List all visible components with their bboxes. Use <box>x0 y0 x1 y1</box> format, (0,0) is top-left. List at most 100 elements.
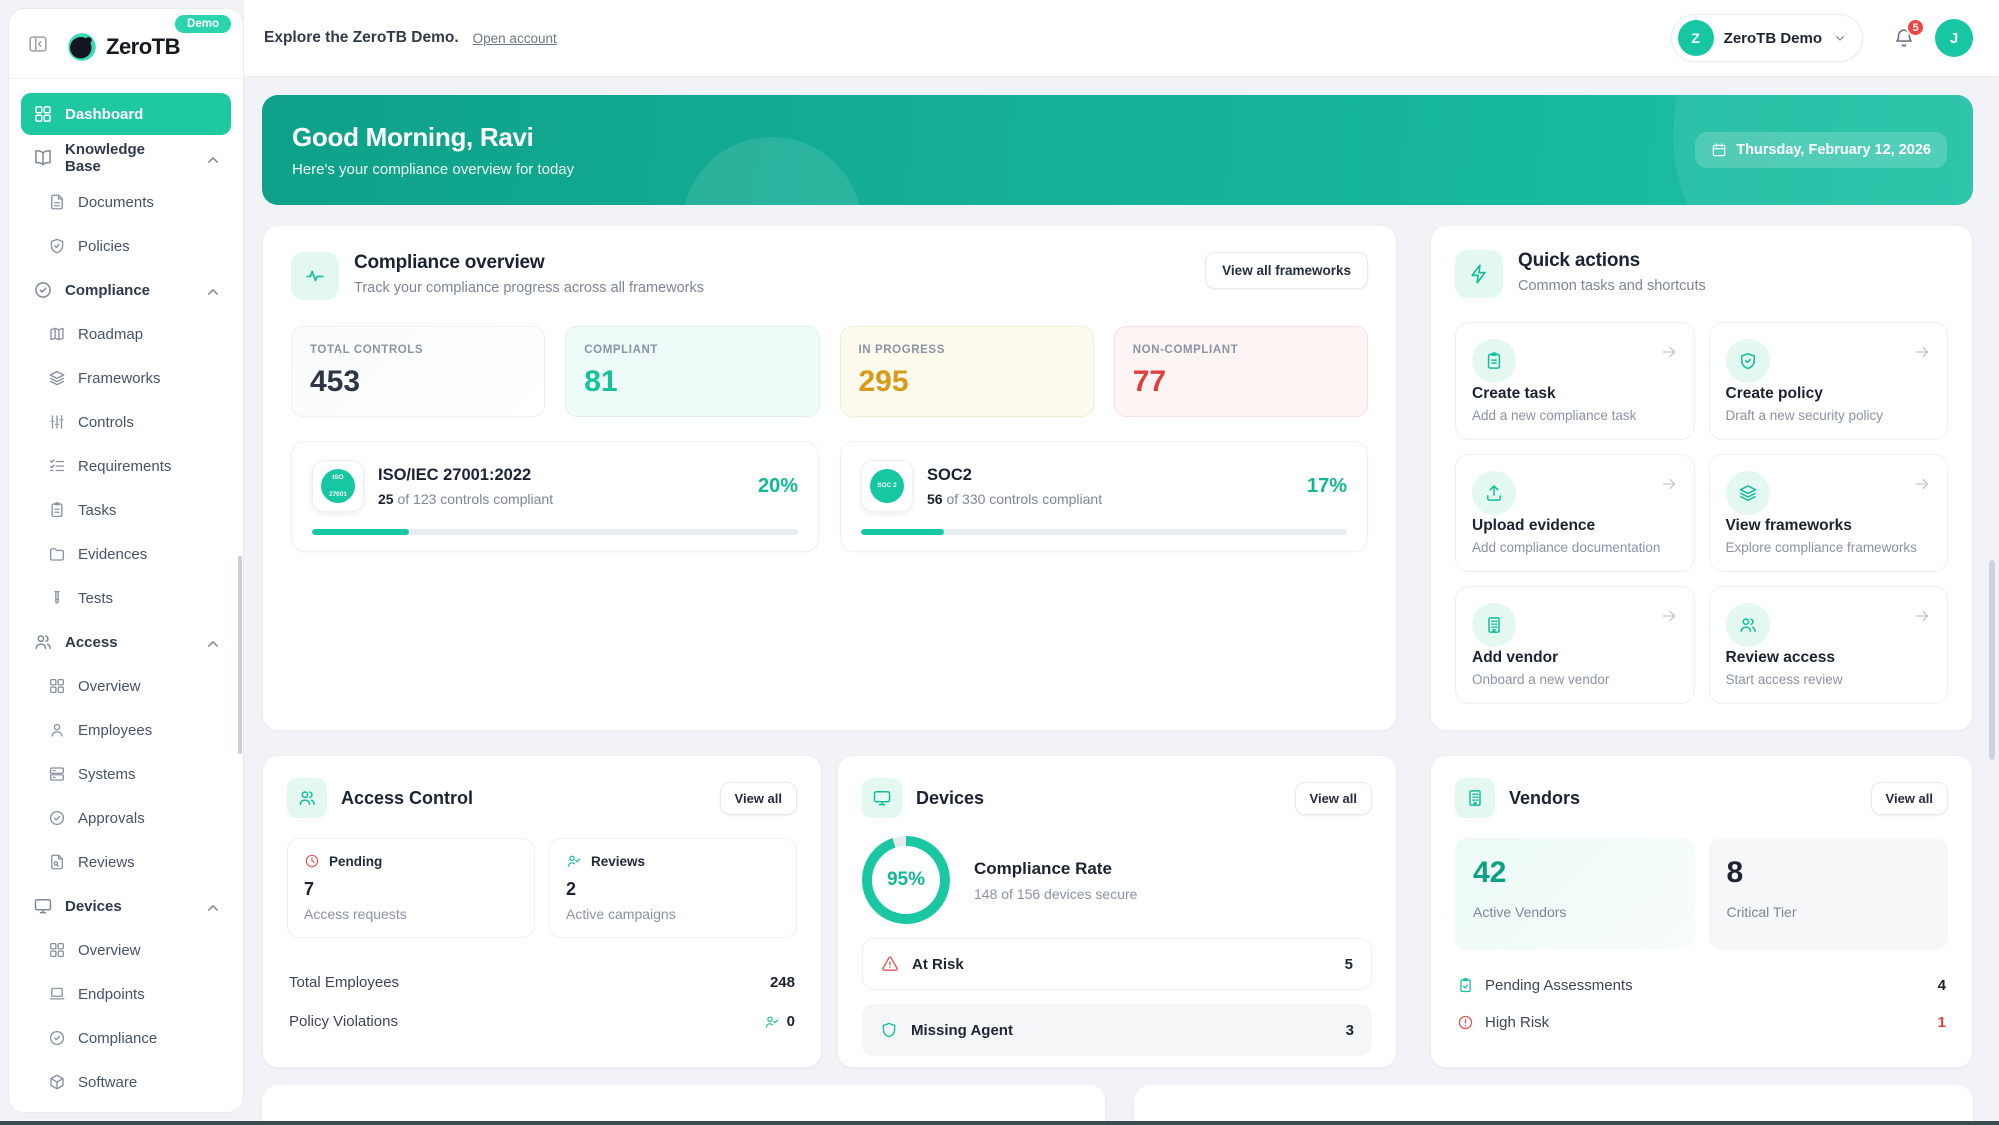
vendors-view-all-button[interactable]: View all <box>1870 781 1948 815</box>
sidebar-item-software[interactable]: Software <box>21 1061 231 1103</box>
quick-action-add-vendor[interactable]: Add vendor Onboard a new vendor <box>1455 586 1695 704</box>
stat-value: 8 <box>1726 856 1744 889</box>
sidebar-item-knowledge-base[interactable]: Knowledge Base <box>21 137 231 179</box>
sidebar-item-employees[interactable]: Employees <box>21 709 231 751</box>
book-open-icon <box>35 150 51 166</box>
sidebar-item-policies[interactable]: Policies <box>21 225 231 267</box>
sidebar-scrollbar[interactable] <box>238 556 242 754</box>
topbar-actions: Z ZeroTB Demo 5 J <box>1670 14 1973 62</box>
sidebar-item-dashboard[interactable]: Dashboard <box>21 93 231 135</box>
layers-icon <box>1739 485 1756 502</box>
sidebar-item-overview[interactable]: Overview <box>21 665 231 707</box>
access-substats: Pending 7 Access requests Reviews 2 Acti… <box>287 838 797 938</box>
user-avatar[interactable]: J <box>1935 19 1973 57</box>
quick-action-label: Upload evidence <box>1472 517 1596 534</box>
framework-soc2[interactable]: SOC 2 SOC2 56 of 330 controls compliant 17% <box>840 441 1368 552</box>
notifications-button[interactable]: 5 <box>1893 18 1925 49</box>
sidebar-item-label: Documents <box>78 193 154 211</box>
view-all-frameworks-button[interactable]: View all frameworks <box>1205 252 1368 289</box>
sidebar-item-overview[interactable]: Overview <box>21 929 231 971</box>
badge-check-icon <box>35 282 51 298</box>
sidebar-item-tests[interactable]: Tests <box>21 577 231 619</box>
reviews-label: Reviews <box>591 853 646 869</box>
framework-progress-bar <box>312 529 798 535</box>
date-pill: Thursday, February 12, 2026 <box>1695 132 1947 168</box>
frameworks-list: ISO 27001 ISO/IEC 27001:2022 25 of 123 cont… <box>291 441 1368 552</box>
sidebar-item-devices[interactable]: Devices <box>21 885 231 927</box>
user-icon <box>51 723 63 737</box>
sidebar-item-label: Overview <box>78 677 141 695</box>
sidebar-item-documents[interactable]: Documents <box>21 181 231 223</box>
sidebar-item-label: Compliance <box>78 1029 158 1047</box>
sidebar-item-label: Tasks <box>78 501 117 519</box>
sidebar-item-requirements[interactable]: Requirements <box>21 445 231 487</box>
framework-logo: SOC 2 <box>870 469 904 503</box>
quick-action-icon-box <box>1472 339 1516 383</box>
greeting-banner: Good Morning, Ravi Here's your complianc… <box>262 95 1973 205</box>
quick-action-desc: Add compliance documentation <box>1472 540 1661 555</box>
quick-action-create-policy[interactable]: Create policy Draft a new security policy <box>1708 322 1948 440</box>
access-row-total-employees: Total Employees 248 <box>287 963 797 1002</box>
shield-icon <box>882 1022 896 1038</box>
grid-icon <box>49 942 65 958</box>
sidebar-item-frameworks[interactable]: Frameworks <box>21 357 231 399</box>
topbar: Explore the ZeroTB Demo. Open account Z … <box>244 0 1999 77</box>
user-check-icon <box>567 855 581 867</box>
file-search-icon <box>51 854 63 870</box>
map-icon <box>50 327 64 341</box>
sidebar-item-controls[interactable]: Controls <box>21 401 231 443</box>
demo-message: Explore the ZeroTB Demo. <box>264 29 459 46</box>
sidebar-item-compliance[interactable]: Compliance <box>21 269 231 311</box>
arrow-right-icon <box>1915 346 1929 358</box>
sidebar-item-label: Compliance <box>65 281 151 299</box>
bell-icon-slot <box>1893 27 1915 49</box>
sidebar-item-roadmap[interactable]: Roadmap <box>21 313 231 355</box>
monitor-icon <box>873 791 891 806</box>
page-scrollbar[interactable] <box>1989 560 1995 760</box>
pending-value: 7 <box>304 879 315 899</box>
framework-detail: 25 of 123 controls compliant <box>378 490 554 507</box>
framework-name: ISO/IEC 27001:2022 <box>378 465 532 484</box>
quick-action-review-access[interactable]: Review access Start access review <box>1708 586 1948 704</box>
sidebar-item-compliance[interactable]: Compliance <box>21 1017 231 1059</box>
shield-check-icon <box>1740 352 1755 370</box>
zap-icon <box>1471 264 1486 284</box>
open-account-link[interactable]: Open account <box>472 30 557 46</box>
sidebar-item-label: Software <box>78 1073 138 1091</box>
sidebar-item-systems[interactable]: Systems <box>21 753 231 795</box>
quick-action-create-task[interactable]: Create task Add a new compliance task <box>1455 322 1695 440</box>
sidebar-item-tasks[interactable]: Tasks <box>21 489 231 531</box>
quick-action-view-frameworks[interactable]: View frameworks Explore compliance framew… <box>1708 454 1948 572</box>
calendar-icon <box>1712 143 1726 157</box>
collapse-sidebar-button[interactable] <box>25 31 51 57</box>
quick-action-upload-evidence[interactable]: Upload evidence Add compliance documentat… <box>1455 454 1695 572</box>
sidebar-item-reviews[interactable]: Reviews <box>21 841 231 883</box>
building-icon <box>1469 790 1481 806</box>
package-icon <box>50 1074 64 1090</box>
sidebar-item-approvals[interactable]: Approvals <box>21 797 231 839</box>
stat-label: IN PROGRESS <box>858 344 945 356</box>
row-value: 0 <box>786 1013 795 1030</box>
quick-action-label: Create task <box>1472 385 1556 402</box>
row-label: At Risk <box>912 955 964 973</box>
activity-icon-box <box>291 252 339 300</box>
brand-logo: ZeroTB <box>67 32 181 62</box>
stat-label: Critical Tier <box>1726 904 1797 920</box>
row-value: 4 <box>1937 977 1946 994</box>
sidebar-item-endpoints[interactable]: Endpoints <box>21 973 231 1015</box>
sidebar-item-label: Employees <box>78 721 153 739</box>
vendors-title: Vendors <box>1509 787 1581 808</box>
vendors-card: Vendors View all 42 Active Vendors 8 Critic… <box>1430 755 1973 1068</box>
account-switcher[interactable]: Z ZeroTB Demo <box>1670 14 1863 62</box>
window-bottom-edge <box>0 1121 1999 1125</box>
access-view-all-button[interactable]: View all <box>719 781 797 815</box>
sidebar-item-evidences[interactable]: Evidences <box>21 533 231 575</box>
zap-icon-box <box>1455 250 1503 298</box>
framework-iso-iec-27001-2022[interactable]: ISO 27001 ISO/IEC 27001:2022 25 of 123 cont… <box>291 441 819 552</box>
alert-circle-icon <box>1458 1015 1473 1030</box>
account-logo: Z <box>1677 20 1714 56</box>
test-tube-icon <box>54 590 60 604</box>
sidebar-item-label: Requirements <box>78 457 172 475</box>
sidebar-item-access[interactable]: Access <box>21 621 231 663</box>
devices-view-all-button[interactable]: View all <box>1294 781 1372 815</box>
